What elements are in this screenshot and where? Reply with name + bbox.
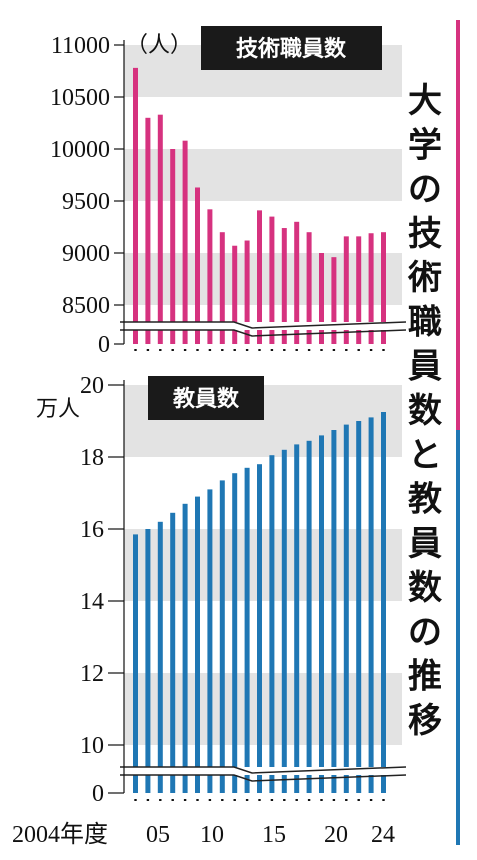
faculty-bar-2013 xyxy=(244,467,250,793)
staff-bar-2019 xyxy=(319,253,324,344)
faculty-bar-2006 xyxy=(157,521,163,793)
faculty-bar-2020 xyxy=(331,430,337,793)
faculty-bar-2005 xyxy=(145,529,151,793)
x-label-4: 20 xyxy=(324,822,348,848)
title-char-3: 技 xyxy=(408,214,442,254)
staff-grid-band-1 xyxy=(124,149,402,201)
faculty-bar-2011 xyxy=(219,480,225,793)
title-char-2: の xyxy=(408,170,442,210)
faculty-y-tick-12: 12 xyxy=(80,661,104,687)
staff-chart-bars xyxy=(133,67,386,345)
staff-break-gap xyxy=(120,322,408,330)
staff-y-tick-0: 0 xyxy=(98,332,110,358)
faculty-y-tick-20: 20 xyxy=(80,373,104,399)
title-char-8: と xyxy=(408,435,442,475)
x-label-1: 05 xyxy=(146,822,170,848)
staff-bar-2018 xyxy=(306,232,312,344)
title-char-0: 大 xyxy=(408,81,442,121)
faculty-bar-2008 xyxy=(182,503,188,793)
faculty-y-tick-14: 14 xyxy=(80,589,104,615)
faculty-bar-2010 xyxy=(207,489,213,793)
faculty-bar-2022 xyxy=(356,421,362,793)
faculty-bar-2021 xyxy=(343,424,349,793)
staff-y-tick-10000: 10000 xyxy=(50,137,110,163)
staff-bar-2021 xyxy=(343,236,349,344)
staff-y-tick-9500: 9500 xyxy=(62,189,110,215)
faculty-bar-2018 xyxy=(306,440,312,793)
staff-bar-2015 xyxy=(269,216,275,344)
title-char-9: 教 xyxy=(408,480,442,520)
faculty-bar-2019 xyxy=(319,435,324,793)
faculty-bar-2004 xyxy=(133,534,138,793)
faculty-y-tick-0: 0 xyxy=(92,781,104,807)
staff-bar-2017 xyxy=(294,221,300,344)
staff-bar-2010 xyxy=(207,209,213,344)
faculty-bar-2009 xyxy=(195,496,200,793)
faculty-y-tick-18: 18 xyxy=(80,445,104,471)
staff-y-tick-10500: 10500 xyxy=(50,85,110,111)
staff-y-tick-9000: 9000 xyxy=(62,241,110,267)
title-char-12: の xyxy=(408,612,442,652)
staff-bar-2011 xyxy=(219,232,225,344)
faculty-bar-2007 xyxy=(170,512,176,793)
staff-bar-2006 xyxy=(157,114,163,345)
staff-bar-2024 xyxy=(381,232,386,344)
title-char-1: 学 xyxy=(408,125,442,165)
faculty-bar-2023 xyxy=(368,417,374,793)
staff-title-badge xyxy=(201,26,382,70)
staff-bar-2014 xyxy=(257,210,262,344)
title-char-14: 移 xyxy=(408,701,442,741)
x-label-2: 10 xyxy=(200,822,224,848)
title-char-10: 員 xyxy=(408,524,442,564)
staff-bar-2005 xyxy=(145,117,151,344)
title-char-7: 数 xyxy=(408,391,442,431)
staff-bar-2013 xyxy=(244,240,250,344)
title-char-11: 数 xyxy=(408,568,442,608)
faculty-bar-2016 xyxy=(281,449,287,793)
faculty-unit-label: 万人 xyxy=(36,397,80,422)
staff-bar-2007 xyxy=(170,149,176,344)
faculty-break-gap xyxy=(120,767,408,775)
faculty-chart-bars xyxy=(133,412,386,793)
faculty-bar-2015 xyxy=(269,455,275,793)
faculty-title: 教員数 xyxy=(173,386,240,412)
tick-labels: 11000 10500 10000 9500 9000 8500 0 20 18 16 14 12 10… xyxy=(50,33,125,807)
x-tick-marks xyxy=(134,349,385,801)
staff-bar-2004 xyxy=(133,67,138,344)
faculty-break-mark xyxy=(120,766,407,782)
faculty-title-badge xyxy=(148,376,264,420)
staff-bar-2023 xyxy=(368,233,374,344)
title-char-5: 職 xyxy=(408,302,442,342)
x-axis-labels: 2004年度 05 10 15 20 24 xyxy=(12,821,395,848)
x-label-3: 15 xyxy=(262,822,286,848)
staff-bar-2009 xyxy=(195,187,200,344)
faculty-bar-2024 xyxy=(381,412,386,793)
faculty-y-tick-16: 16 xyxy=(80,517,104,543)
staff-unit-label: （人） xyxy=(126,33,192,58)
title-char-13: 推 xyxy=(408,657,442,697)
staff-bar-2020 xyxy=(331,257,337,344)
staff-bar-2012 xyxy=(232,245,238,344)
faculty-y-tick-10: 10 xyxy=(80,733,104,759)
x-label-5: 24 xyxy=(371,822,395,848)
staff-bar-2008 xyxy=(182,140,188,344)
x-label-0: 2004年度 xyxy=(12,821,108,848)
staff-bar-2022 xyxy=(356,236,362,344)
title-char-4: 術 xyxy=(407,258,442,298)
staff-break-mark xyxy=(120,321,407,337)
staff-bar-2016 xyxy=(281,228,287,344)
faculty-bar-2017 xyxy=(294,444,300,793)
faculty-bar-2012 xyxy=(232,473,238,793)
title-char-6: 員 xyxy=(408,347,442,387)
staff-title: 技術職員数 xyxy=(236,36,347,62)
axis-breaks xyxy=(120,321,408,782)
staff-y-tick-11000: 11000 xyxy=(51,33,110,59)
staff-y-tick-8500: 8500 xyxy=(62,293,110,319)
faculty-bar-2014 xyxy=(257,464,262,793)
